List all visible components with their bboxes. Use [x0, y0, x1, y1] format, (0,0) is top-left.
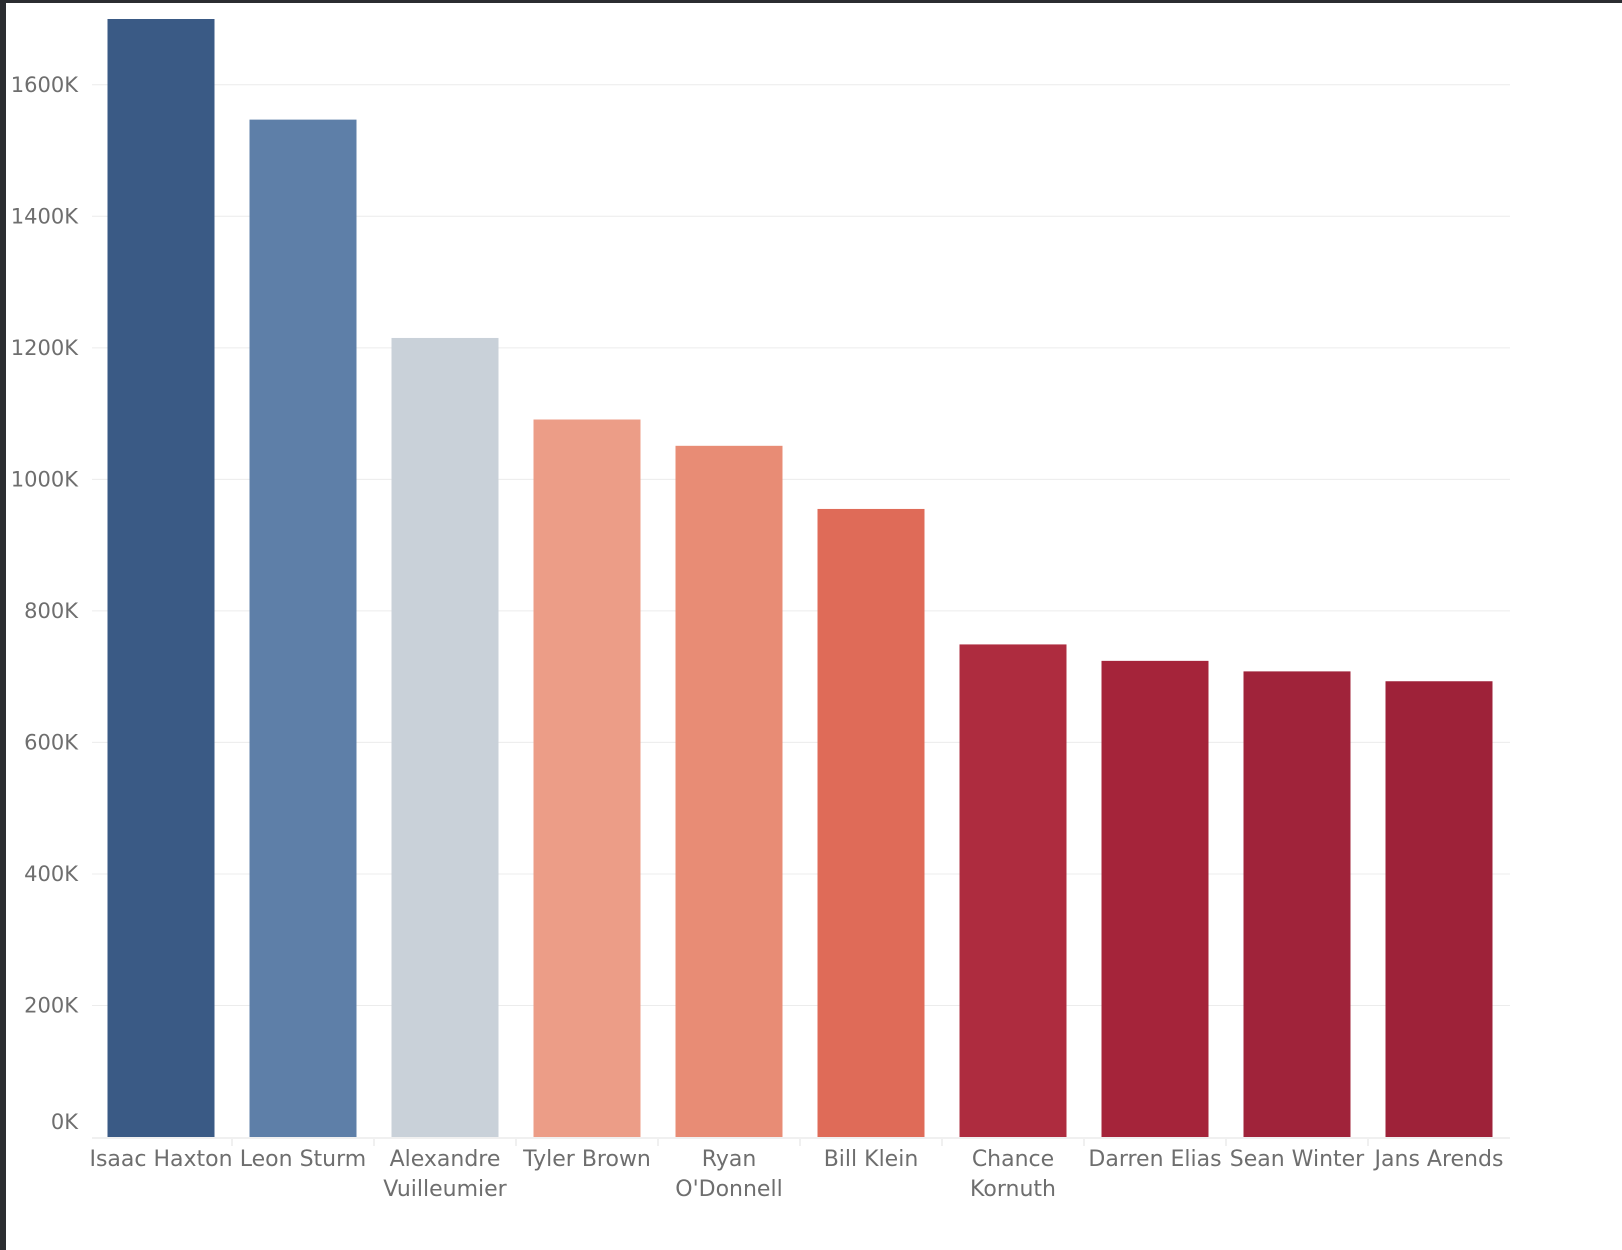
x-tick-label-line: Vuilleumier [383, 1177, 507, 1202]
x-tick-label-line: Isaac Haxton [89, 1147, 232, 1172]
x-tick-label-line: Darren Elias [1088, 1147, 1221, 1172]
bars [107, 19, 1493, 1138]
y-tick-label: 1200K [11, 336, 79, 360]
x-tick-label: Sean Winter [1230, 1147, 1365, 1172]
x-tick-label: Leon Sturm [240, 1147, 366, 1172]
bar[interactable] [249, 119, 357, 1138]
x-tick-label: Chance Kornuth [970, 1147, 1056, 1202]
x-tick-label-line: Kornuth [970, 1177, 1056, 1202]
x-axis: Isaac Haxton Leon Sturm Alexandre Vuilleumi… [89, 1139, 1503, 1202]
x-tick-label-line: Chance [972, 1147, 1054, 1172]
x-tick-label: Ryan O'Donnell [675, 1147, 782, 1202]
x-tick-label: Darren Elias [1088, 1147, 1221, 1172]
x-tick-label-line: Ryan [702, 1147, 757, 1172]
x-tick-label: Tyler Brown [522, 1147, 651, 1172]
bar[interactable] [817, 508, 925, 1138]
y-tick-label: 800K [24, 599, 79, 623]
bar[interactable] [107, 19, 215, 1137]
y-tick-label: 0K [51, 1110, 79, 1134]
x-tick-label-line: Tyler Brown [522, 1147, 651, 1172]
x-tick-label-line: Alexandre [390, 1147, 501, 1172]
y-tick-label: 600K [24, 730, 79, 754]
y-tick-label: 1600K [11, 73, 79, 97]
bar[interactable] [391, 337, 499, 1137]
bar[interactable] [533, 419, 641, 1137]
bar[interactable] [1385, 681, 1493, 1137]
bar[interactable] [1101, 660, 1209, 1137]
x-tick-label: Isaac Haxton [89, 1147, 232, 1172]
x-tick-label: Alexandre Vuilleumier [383, 1147, 507, 1202]
x-tick-label-line: Jans Arends [1373, 1147, 1504, 1172]
x-tick-label: Jans Arends [1373, 1147, 1504, 1172]
y-tick-label: 1000K [11, 467, 79, 491]
x-tick-label-line: Bill Klein [824, 1147, 919, 1172]
y-tick-label: 200K [24, 993, 79, 1017]
y-tick-label: 1400K [11, 204, 79, 228]
x-tick-label-line: Sean Winter [1230, 1147, 1365, 1172]
x-tick-label: Bill Klein [824, 1147, 919, 1172]
bar[interactable] [959, 644, 1067, 1137]
y-axis: 0K 200K 400K 600K 800K 1000K 1200K 1400K 1600K [11, 73, 79, 1134]
bar[interactable] [675, 445, 783, 1137]
y-tick-label: 400K [24, 862, 79, 886]
bar[interactable] [1243, 671, 1351, 1137]
x-tick-label-line: Leon Sturm [240, 1147, 366, 1172]
x-tick-label-line: O'Donnell [675, 1177, 782, 1202]
bar-chart: 0K 200K 400K 600K 800K 1000K 1200K 1400K 1600K I… [11, 19, 1510, 1202]
chart-frame: 0K 200K 400K 600K 800K 1000K 1200K 1400K 1600K I… [6, 3, 1622, 1250]
